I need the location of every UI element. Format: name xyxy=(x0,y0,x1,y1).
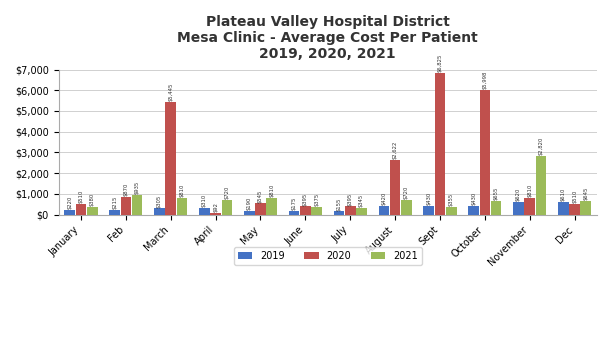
Text: $510: $510 xyxy=(78,190,83,203)
Text: $345: $345 xyxy=(359,194,364,207)
Bar xyxy=(177,198,187,215)
Bar xyxy=(300,207,311,215)
Bar xyxy=(244,211,255,215)
Text: $175: $175 xyxy=(292,197,297,210)
Bar xyxy=(480,90,490,215)
Bar xyxy=(87,207,97,215)
Bar xyxy=(569,204,580,215)
Text: $190: $190 xyxy=(247,197,252,210)
Bar xyxy=(266,198,277,215)
Bar xyxy=(446,207,457,215)
Bar xyxy=(536,156,547,215)
Bar xyxy=(580,201,591,215)
Bar xyxy=(312,207,322,215)
Text: $2,820: $2,820 xyxy=(539,137,543,155)
Text: $720: $720 xyxy=(404,186,409,199)
Bar xyxy=(524,198,535,215)
Legend: 2019, 2020, 2021: 2019, 2020, 2021 xyxy=(234,247,422,265)
Text: $430: $430 xyxy=(426,192,431,205)
Bar xyxy=(401,200,412,215)
Text: $92: $92 xyxy=(213,202,218,212)
Bar xyxy=(435,73,446,215)
Text: $5,998: $5,998 xyxy=(482,71,487,90)
Bar xyxy=(513,202,524,215)
Bar xyxy=(491,201,501,215)
Bar xyxy=(356,208,367,215)
Text: $380: $380 xyxy=(90,193,95,206)
Text: $6,825: $6,825 xyxy=(438,54,442,72)
Text: $310: $310 xyxy=(202,194,207,208)
Text: $420: $420 xyxy=(381,192,386,205)
Text: $620: $620 xyxy=(516,188,521,201)
Bar xyxy=(199,208,210,215)
Bar xyxy=(334,211,345,215)
Text: $545: $545 xyxy=(258,189,263,202)
Text: $215: $215 xyxy=(112,196,117,209)
Bar xyxy=(121,197,131,215)
Text: $610: $610 xyxy=(561,188,566,201)
Text: $355: $355 xyxy=(449,193,453,207)
Text: $645: $645 xyxy=(583,187,588,200)
Text: $375: $375 xyxy=(314,193,319,206)
Text: $810: $810 xyxy=(179,184,184,197)
Bar xyxy=(558,202,569,215)
Text: $395: $395 xyxy=(348,193,353,206)
Bar xyxy=(424,206,434,215)
Bar xyxy=(255,203,266,215)
Text: $5,445: $5,445 xyxy=(168,82,173,101)
Bar xyxy=(110,210,120,215)
Bar xyxy=(379,206,389,215)
Bar xyxy=(64,210,75,215)
Text: $720: $720 xyxy=(225,186,230,199)
Bar xyxy=(211,213,221,215)
Bar xyxy=(154,208,165,215)
Text: $810: $810 xyxy=(527,184,532,197)
Bar xyxy=(390,160,400,215)
Bar xyxy=(222,200,232,215)
Text: $510: $510 xyxy=(572,190,577,203)
Title: Plateau Valley Hospital District
Mesa Clinic - Average Cost Per Patient
2019, 20: Plateau Valley Hospital District Mesa Cl… xyxy=(177,15,478,62)
Text: $870: $870 xyxy=(124,182,129,196)
Text: $655: $655 xyxy=(493,187,499,200)
Bar xyxy=(289,211,299,215)
Text: $430: $430 xyxy=(471,192,476,205)
Bar xyxy=(468,206,479,215)
Text: $395: $395 xyxy=(303,193,308,206)
Text: $155: $155 xyxy=(337,197,341,211)
Bar xyxy=(132,195,143,215)
Text: $220: $220 xyxy=(67,196,72,209)
Bar xyxy=(76,204,86,215)
Text: $305: $305 xyxy=(157,194,162,208)
Text: $935: $935 xyxy=(135,181,140,195)
Text: $2,622: $2,622 xyxy=(393,141,398,159)
Bar xyxy=(165,102,176,215)
Bar xyxy=(345,207,356,215)
Text: $810: $810 xyxy=(269,184,274,197)
